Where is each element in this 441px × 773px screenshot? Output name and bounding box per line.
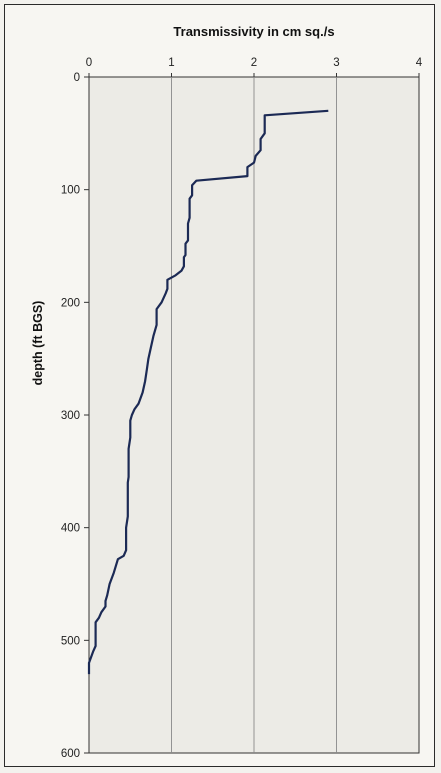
y-axis-label: depth (ft BGS)	[31, 301, 45, 386]
y-tick-label: 500	[61, 635, 80, 647]
transmissivity-depth-chart: 0 1 2 3 4 0 100 200 300 400 500 600 Transmissivity…	[31, 24, 423, 760]
y-tick-label: 0	[74, 72, 80, 84]
y-tick-label: 600	[61, 748, 80, 760]
y-tick-label: 400	[61, 523, 80, 535]
x-tick-label: 4	[416, 57, 423, 69]
chart-frame: 0 1 2 3 4 0 100 200 300 400 500 600 Transmissivity…	[4, 4, 435, 767]
chart-title: Transmissivity in cm sq./s	[173, 24, 334, 39]
x-tick-label: 2	[251, 57, 257, 69]
x-tick-label: 3	[333, 57, 339, 69]
x-tick-label: 0	[86, 57, 92, 69]
x-tick-labels: 0 1 2 3 4	[86, 57, 423, 69]
y-tick-label: 200	[61, 297, 80, 309]
grid-lines	[84, 73, 420, 754]
y-tick-labels: 0 100 200 300 400 500 600	[61, 72, 80, 760]
series-line	[87, 109, 329, 675]
y-tick-label: 300	[61, 410, 80, 422]
x-tick-label: 1	[168, 57, 174, 69]
y-tick-label: 100	[61, 185, 80, 197]
